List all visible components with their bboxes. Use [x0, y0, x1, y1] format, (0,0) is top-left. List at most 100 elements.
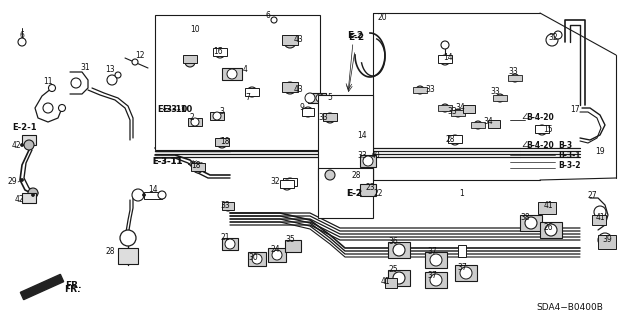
Text: 33: 33: [508, 68, 518, 77]
Bar: [183, 55, 197, 63]
Text: 28: 28: [105, 248, 115, 256]
Text: 3: 3: [220, 108, 225, 116]
Text: 19: 19: [595, 147, 605, 157]
Text: 33: 33: [220, 201, 230, 210]
Text: 33: 33: [318, 114, 328, 122]
Bar: [413, 87, 427, 93]
Text: 10: 10: [190, 26, 200, 34]
Text: 7: 7: [246, 93, 250, 102]
Circle shape: [305, 93, 315, 103]
Bar: [283, 178, 297, 186]
Circle shape: [28, 188, 38, 198]
Text: 21: 21: [220, 233, 230, 241]
Text: 9: 9: [300, 103, 305, 113]
Bar: [285, 240, 301, 252]
Text: 43: 43: [293, 85, 303, 94]
Circle shape: [496, 94, 504, 102]
Bar: [215, 138, 229, 146]
Bar: [388, 270, 410, 286]
Bar: [448, 135, 462, 143]
Circle shape: [272, 250, 282, 260]
Text: 14: 14: [443, 54, 453, 63]
Text: E-3-10: E-3-10: [157, 106, 188, 115]
Text: SDA4−B0400B: SDA4−B0400B: [536, 303, 603, 313]
Circle shape: [441, 41, 449, 49]
Text: 6: 6: [20, 32, 24, 41]
Text: E-2: E-2: [348, 33, 364, 42]
Circle shape: [271, 17, 277, 23]
Text: 6: 6: [266, 11, 271, 19]
Circle shape: [225, 239, 235, 249]
Circle shape: [120, 230, 136, 246]
Text: 41: 41: [595, 213, 605, 222]
Circle shape: [20, 179, 24, 182]
Circle shape: [143, 194, 145, 197]
Text: 14: 14: [148, 186, 157, 195]
Text: 32: 32: [270, 177, 280, 187]
Circle shape: [450, 135, 460, 145]
Text: 18: 18: [220, 137, 230, 146]
Text: 39: 39: [602, 235, 612, 244]
Bar: [438, 55, 452, 63]
Text: 30: 30: [248, 253, 258, 262]
Circle shape: [454, 109, 462, 117]
Text: E-2: E-2: [346, 189, 362, 197]
Circle shape: [430, 274, 442, 286]
Text: FR.: FR.: [64, 286, 80, 294]
Bar: [471, 122, 485, 128]
Text: 37: 37: [457, 263, 467, 272]
Circle shape: [511, 74, 519, 82]
Circle shape: [430, 254, 442, 266]
Bar: [308, 93, 326, 103]
Circle shape: [554, 31, 562, 39]
Bar: [388, 242, 410, 258]
Text: E-3-11: E-3-11: [152, 158, 182, 167]
Text: E-3-11: E-3-11: [152, 158, 182, 167]
Bar: [222, 202, 234, 210]
Circle shape: [247, 87, 257, 97]
Circle shape: [598, 233, 612, 247]
Circle shape: [49, 85, 56, 92]
Text: B-3-2: B-3-2: [558, 160, 580, 169]
Bar: [535, 125, 549, 133]
Bar: [323, 113, 337, 121]
Circle shape: [594, 206, 606, 218]
Text: E-3-10: E-3-10: [162, 106, 192, 115]
Text: 33: 33: [425, 85, 435, 94]
Text: 26: 26: [543, 222, 553, 232]
Text: 42: 42: [12, 140, 22, 150]
Text: 24: 24: [270, 246, 280, 255]
Text: 16: 16: [213, 48, 223, 56]
Bar: [538, 202, 556, 214]
Bar: [188, 118, 202, 126]
Bar: [425, 272, 447, 288]
Circle shape: [284, 36, 296, 48]
Circle shape: [215, 48, 225, 58]
Text: 38: 38: [520, 213, 530, 222]
Bar: [248, 252, 266, 266]
Bar: [455, 265, 477, 281]
Text: 22: 22: [373, 189, 383, 197]
Text: 40: 40: [371, 151, 380, 160]
Bar: [463, 105, 475, 113]
Bar: [488, 120, 500, 128]
Text: E-2-1: E-2-1: [12, 123, 36, 132]
Circle shape: [316, 94, 324, 102]
Text: 28: 28: [445, 136, 455, 145]
Circle shape: [393, 244, 405, 256]
Text: FR.: FR.: [65, 280, 81, 290]
Circle shape: [217, 138, 227, 148]
Text: 28: 28: [352, 170, 362, 180]
Circle shape: [193, 163, 203, 173]
Circle shape: [325, 170, 335, 180]
FancyArrow shape: [20, 274, 63, 300]
Circle shape: [285, 178, 295, 188]
Circle shape: [31, 194, 35, 197]
Circle shape: [282, 180, 292, 190]
Bar: [282, 82, 298, 92]
Text: 33: 33: [490, 87, 500, 97]
Text: 29: 29: [8, 177, 18, 187]
Circle shape: [546, 34, 558, 46]
Bar: [144, 192, 162, 199]
Bar: [360, 155, 376, 167]
